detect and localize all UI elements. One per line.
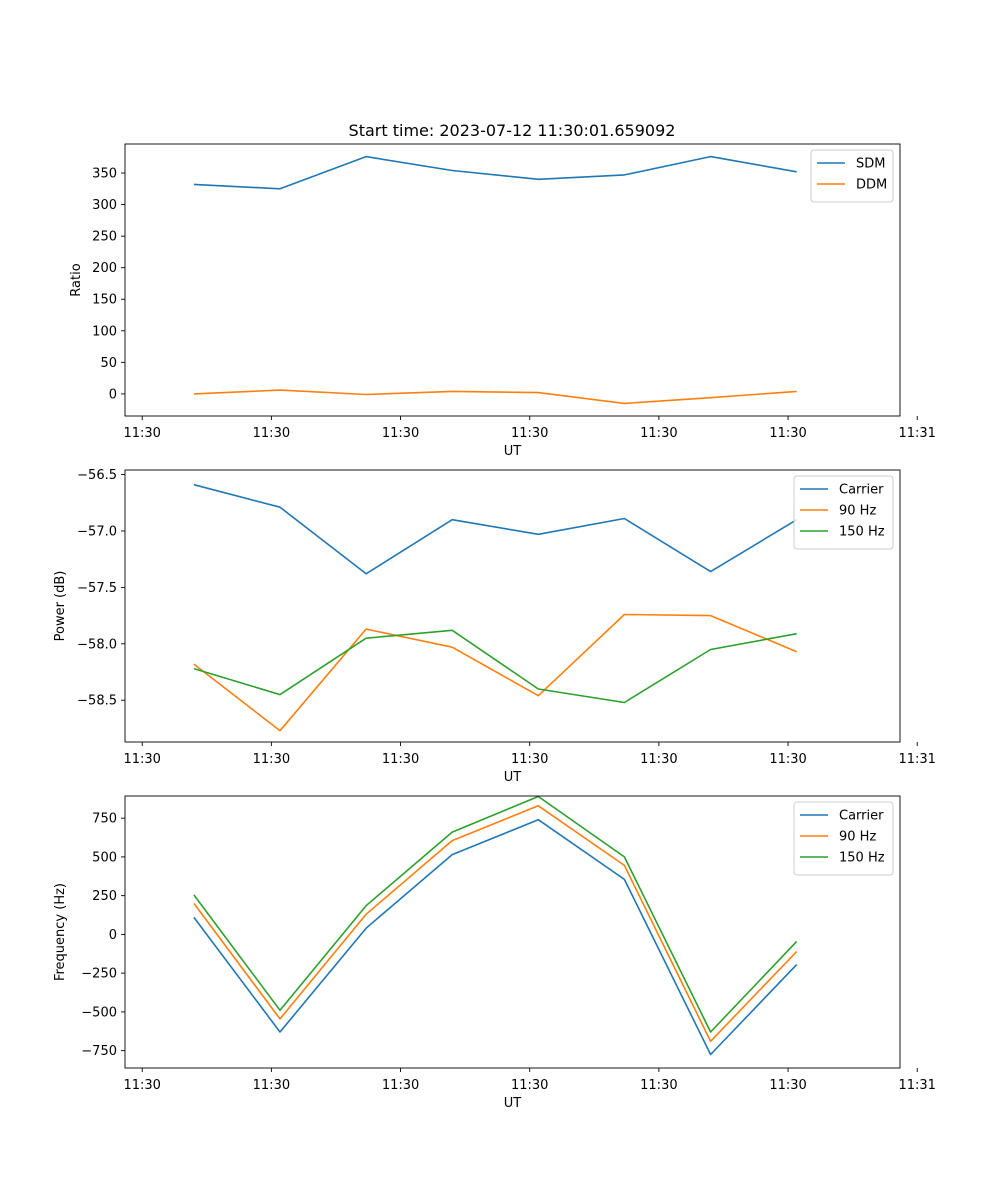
axes-frame [124,143,901,417]
x-tick-label: 11:30 [640,752,677,767]
x-tick-label: 11:30 [123,1078,160,1093]
x-tick-label: 11:30 [640,1078,677,1093]
x-tick-label: 11:30 [382,752,419,767]
y-tick-label: −250 [81,967,117,982]
series-line-150-hz [193,629,797,704]
chart-title: Start time: 2023-07-12 11:30:01.659092 [349,121,676,140]
x-axis-label: UT [504,444,522,459]
y-tick-label: 0 [109,928,117,943]
x-tick-label: 11:30 [769,426,806,441]
axes-frame [124,469,901,743]
y-tick-label: −500 [81,1005,117,1020]
x-tick-label: 11:31 [898,1078,935,1093]
legend: Carrier 90 Hz 150 Hz [793,475,894,550]
y-axis-label: Frequency (Hz) [53,883,68,981]
legend-label: 90 Hz [839,830,876,845]
legend-label: DDM [856,178,887,193]
y-tick-label: −750 [81,1044,117,1059]
chart-panel-2: 11:30 11:30 11:30 11:30 11:30 11:30 11:31 −58.5… [53,468,936,785]
x-axis-label: UT [504,1096,522,1111]
legend: Carrier 90 Hz 150 Hz [793,801,894,876]
legend-label: Carrier [839,483,884,498]
y-tick-label: 500 [92,850,117,865]
y-tick-label: 0 [109,387,117,402]
x-axis-label: UT [504,770,522,785]
x-tick-label: 11:30 [253,1078,290,1093]
y-tick-label: 350 [92,167,117,182]
x-tick-label: 11:31 [898,426,935,441]
x-tick-label: 11:30 [123,752,160,767]
y-tick-label: 750 [92,812,117,827]
y-tick-label: −56.5 [77,468,117,483]
x-tick-label: 11:30 [253,426,290,441]
y-tick-label: 250 [92,889,117,904]
series-line-90-hz [193,804,798,1043]
series-line-carrier [193,818,798,1056]
chart-panel-3: 11:30 11:30 11:30 11:30 11:30 11:30 11:31 −750 −… [53,795,936,1111]
x-tick-label: 11:30 [511,426,548,441]
legend-label: SDM [856,157,885,172]
x-tick-label: 11:30 [123,426,160,441]
series-line-sdm [193,155,797,190]
y-tick-label: 150 [92,293,117,308]
chart-panel-1: 11:30 11:30 11:30 11:30 11:30 11:30 11:31 0 50 10… [69,143,936,459]
y-tick-label: 300 [92,198,117,213]
y-tick-label: 200 [92,261,117,276]
y-tick-label: −57.5 [77,581,117,596]
y-tick-label: 250 [92,230,117,245]
legend-label: 150 Hz [839,851,885,866]
x-tick-label: 11:30 [382,426,419,441]
x-tick-label: 11:30 [640,426,677,441]
series-line-150-hz [193,795,798,1033]
x-tick-label: 11:30 [511,752,548,767]
series-line-90-hz [193,613,798,732]
x-tick-label: 11:30 [769,752,806,767]
y-tick-label: 100 [92,324,117,339]
y-tick-label: 50 [100,356,117,371]
y-axis-label: Power (dB) [53,571,68,642]
y-tick-label: −57.0 [77,524,117,539]
x-tick-label: 11:31 [898,752,935,767]
y-axis-label: Ratio [69,263,84,296]
y-tick-label: −58.5 [77,694,117,709]
x-tick-label: 11:30 [253,752,290,767]
legend-label: Carrier [839,809,884,824]
legend: SDM DDM [810,149,894,203]
legend-label: 150 Hz [839,525,885,540]
x-tick-label: 11:30 [382,1078,419,1093]
x-tick-label: 11:30 [769,1078,806,1093]
axes-frame [124,795,901,1069]
y-tick-label: −58.0 [77,637,117,652]
legend-label: 90 Hz [839,504,876,519]
series-line-ddm [193,389,797,405]
x-tick-label: 11:30 [511,1078,548,1093]
series-line-carrier [193,483,798,575]
